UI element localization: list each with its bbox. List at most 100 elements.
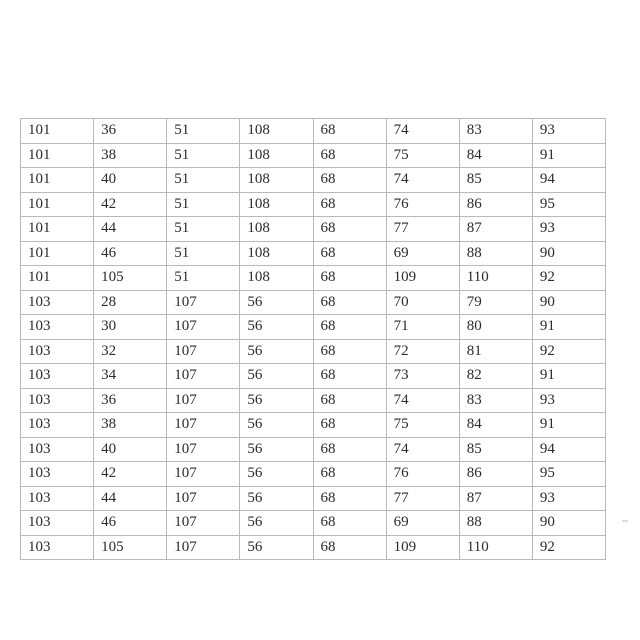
table-cell: 101 [19,191,95,217]
table-cell: 46 [93,510,168,536]
table-cell: 108 [239,265,314,291]
table-cell: 80 [458,314,533,340]
table-cell: 68 [312,510,387,536]
table-cell: 68 [312,461,387,487]
table-cell: 103 [19,363,95,389]
table-cell: 38 [93,412,168,438]
table-cell: 72 [385,338,460,364]
table-cell: 68 [312,216,387,242]
table-cell: 56 [239,289,314,315]
table-cell: 34 [93,363,168,389]
table-cell: 68 [312,240,387,266]
table-cell: 68 [312,387,387,413]
table-cell: 69 [385,510,460,536]
table-cell: 91 [531,412,607,438]
table-cell: 107 [166,534,241,560]
table-row: 103 36 107 56 68 74 83 93 [19,387,607,413]
table-cell: 68 [312,534,387,560]
table-cell: 101 [19,167,95,193]
table-cell: 108 [239,240,314,266]
table-cell: 74 [385,118,460,144]
table-cell: 68 [312,363,387,389]
table-cell: 68 [312,191,387,217]
table-cell: 92 [531,265,607,291]
table-cell: 74 [385,167,460,193]
table-cell: 77 [385,216,460,242]
table-cell: 56 [239,461,314,487]
table-cell: 56 [239,534,314,560]
table-cell: 92 [531,338,607,364]
table-cell: 108 [239,142,314,168]
table-cell: 86 [458,191,533,217]
table-cell: 103 [19,387,95,413]
table-cell: 75 [385,412,460,438]
table-cell: 108 [239,191,314,217]
table-cell: 44 [93,216,168,242]
table-cell: 110 [458,265,533,291]
table-cell: 56 [239,363,314,389]
table-cell: 68 [312,436,387,462]
table-cell: 82 [458,363,533,389]
table-cell: 109 [385,534,460,560]
table-cell: 42 [93,461,168,487]
data-table-container: 101 36 51 108 68 74 83 93 101 38 51 108 68 75 84 91 101 4… [19,118,607,560]
table-row: 103 30 107 56 68 71 80 91 [19,314,607,340]
table-cell: 28 [93,289,168,315]
table-cell: 76 [385,191,460,217]
table-cell: 56 [239,338,314,364]
table-cell: 107 [166,387,241,413]
table-cell: 74 [385,436,460,462]
table-cell: 107 [166,461,241,487]
table-cell: 73 [385,363,460,389]
table-cell: 69 [385,240,460,266]
table-cell: 101 [19,118,95,144]
table-cell: 110 [458,534,533,560]
table-cell: 42 [93,191,168,217]
table-cell: 85 [458,436,533,462]
table-cell: 56 [239,387,314,413]
table-cell: 51 [166,167,241,193]
table-cell: 68 [312,289,387,315]
table-cell: 56 [239,412,314,438]
table-cell: 101 [19,216,95,242]
table-cell: 103 [19,534,95,560]
table-cell: 36 [93,118,168,144]
table-cell: 76 [385,461,460,487]
table-cell: 68 [312,314,387,340]
table-cell: 56 [239,510,314,536]
table-cell: 51 [166,118,241,144]
table-cell: 84 [458,412,533,438]
table-cell: 56 [239,436,314,462]
table-cell: 107 [166,412,241,438]
table-cell: 87 [458,485,533,511]
table-cell: 107 [166,485,241,511]
table-cell: 88 [458,240,533,266]
table-cell: 79 [458,289,533,315]
table-cell: 83 [458,387,533,413]
table-cell: 74 [385,387,460,413]
table-row: 101 42 51 108 68 76 86 95 [19,191,607,217]
table-cell: 109 [385,265,460,291]
table-cell: 105 [93,534,168,560]
table-cell: 56 [239,485,314,511]
table-cell: 95 [531,191,607,217]
table-row: 101 36 51 108 68 74 83 93 [19,118,607,144]
table-cell: 108 [239,118,314,144]
table-cell: 68 [312,167,387,193]
table-cell: 68 [312,485,387,511]
table-cell: 87 [458,216,533,242]
table-cell: 103 [19,436,95,462]
table-cell: 107 [166,289,241,315]
table-cell: 91 [531,363,607,389]
table-cell: 36 [93,387,168,413]
table-cell: 93 [531,216,607,242]
table-row: 103 42 107 56 68 76 86 95 [19,461,607,487]
table-cell: 90 [531,510,607,536]
table-cell: 103 [19,314,95,340]
table-cell: 107 [166,363,241,389]
table-cell: 101 [19,240,95,266]
table-cell: 40 [93,436,168,462]
table-cell: 88 [458,510,533,536]
table-body: 101 36 51 108 68 74 83 93 101 38 51 108 68 75 84 91 101 4… [19,118,607,560]
